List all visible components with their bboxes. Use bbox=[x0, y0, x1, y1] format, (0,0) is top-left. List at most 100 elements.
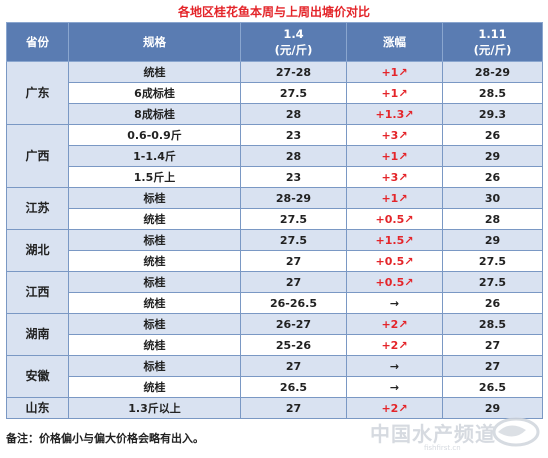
change-cell: → bbox=[346, 376, 443, 398]
price-week1-cell: 23 bbox=[240, 124, 347, 146]
province-cell: 江苏 bbox=[6, 187, 69, 230]
table-row: 湖南 标桂 26-27 +2↗ 28.5 bbox=[6, 313, 543, 356]
table-row: 江西 标桂 27 +0.5↗ 27.5 bbox=[6, 271, 543, 314]
spec-cell: 6成标桂 bbox=[68, 82, 241, 104]
change-cell: +3↗ bbox=[346, 166, 443, 188]
table-row: 山东 1.3斤以上 27 +2↗ 29 bbox=[6, 397, 543, 419]
table-row: 6成标桂 27.5 +1↗ 28.5 bbox=[7, 82, 543, 104]
change-cell: +1↗ bbox=[346, 187, 443, 209]
table-row: 统桂 27.5 +0.5↗ 28 bbox=[7, 208, 543, 230]
province-cell: 广西 bbox=[6, 124, 69, 188]
province-cell: 安徽 bbox=[6, 355, 69, 398]
spec-cell: 标桂 bbox=[68, 271, 241, 293]
province-cell: 山东 bbox=[6, 397, 69, 419]
header-date1: 1.4 (元/斤) bbox=[240, 22, 347, 62]
header-change: 涨幅 bbox=[346, 22, 443, 62]
price-week1-cell: 27 bbox=[240, 355, 347, 377]
table-row: 统桂 26-26.5 → 26 bbox=[7, 292, 543, 314]
province-cell: 广东 bbox=[6, 61, 69, 125]
table-row: 湖北 标桂 27.5 +1.5↗ 29 bbox=[6, 229, 543, 272]
price-week2-cell: 26 bbox=[442, 166, 543, 188]
spec-cell: 8成标桂 bbox=[68, 103, 241, 125]
price-week1-cell: 27 bbox=[240, 250, 347, 272]
table-row: 1.5斤上 23 +3↗ 26 bbox=[7, 166, 543, 188]
price-week2-cell: 26.5 bbox=[442, 376, 543, 398]
change-cell: +1↗ bbox=[346, 82, 443, 104]
change-cell: → bbox=[346, 355, 443, 377]
price-week2-cell: 28-29 bbox=[442, 61, 543, 83]
price-table: 省份 规格 1.4 (元/斤) 涨幅 1.11 (元/斤) 广东 统桂 27-28 +1↗… bbox=[6, 22, 543, 419]
province-cell: 江西 bbox=[6, 271, 69, 314]
table-row: 统桂 26.5 → 26.5 bbox=[7, 376, 543, 398]
price-week2-cell: 29 bbox=[442, 145, 543, 167]
price-week2-cell: 27 bbox=[442, 334, 543, 356]
price-week2-cell: 27.5 bbox=[442, 250, 543, 272]
price-week1-cell: 27-28 bbox=[240, 61, 347, 83]
table-row: 广西 0.6-0.9斤 23 +3↗ 26 bbox=[6, 124, 543, 188]
table-row: 江苏 标桂 28-29 +1↗ 30 bbox=[6, 187, 543, 230]
table-header-row: 省份 规格 1.4 (元/斤) 涨幅 1.11 (元/斤) bbox=[6, 22, 543, 62]
price-week1-cell: 27 bbox=[240, 271, 347, 293]
table-row: 1-1.4斤 28 +1↗ 29 bbox=[7, 145, 543, 167]
header-spec: 规格 bbox=[68, 22, 241, 62]
price-week2-cell: 29 bbox=[442, 397, 543, 419]
price-week2-cell: 28.5 bbox=[442, 82, 543, 104]
table-row: 8成标桂 28 +1.3↗ 29.3 bbox=[7, 103, 543, 125]
spec-cell: 0.6-0.9斤 bbox=[68, 124, 241, 146]
price-week2-cell: 27 bbox=[442, 355, 543, 377]
change-cell: +2↗ bbox=[346, 313, 443, 335]
page-title: 各地区桂花鱼本周与上周出塘价对比 bbox=[177, 5, 370, 19]
watermark-url: fishfirst.cn bbox=[424, 444, 461, 452]
change-cell: +1↗ bbox=[346, 145, 443, 167]
price-week2-cell: 26 bbox=[442, 292, 543, 314]
price-week1-cell: 26-27 bbox=[240, 313, 347, 335]
spec-cell: 统桂 bbox=[68, 376, 241, 398]
watermark-text: 中国水产频道 bbox=[370, 422, 496, 446]
table-row: 广东 统桂 27-28 +1↗ 28-29 bbox=[6, 61, 543, 125]
change-cell: +2↗ bbox=[346, 334, 443, 356]
spec-cell: 统桂 bbox=[68, 292, 241, 314]
spec-cell: 1-1.4斤 bbox=[68, 145, 241, 167]
price-week2-cell: 26 bbox=[442, 124, 543, 146]
change-cell: +0.5↗ bbox=[346, 208, 443, 230]
spec-cell: 标桂 bbox=[68, 187, 241, 209]
fish-logo-icon bbox=[492, 417, 540, 447]
spec-cell: 标桂 bbox=[68, 355, 241, 377]
price-week1-cell: 23 bbox=[240, 166, 347, 188]
change-cell: +1↗ bbox=[346, 61, 443, 83]
spec-cell: 1.5斤上 bbox=[68, 166, 241, 188]
price-week2-cell: 30 bbox=[442, 187, 543, 209]
price-week1-cell: 27.5 bbox=[240, 82, 347, 104]
spec-cell: 统桂 bbox=[68, 250, 241, 272]
spec-cell: 统桂 bbox=[68, 334, 241, 356]
watermark: 中国水产频道 fishfirst.cn bbox=[368, 417, 544, 454]
price-week2-cell: 29 bbox=[442, 229, 543, 251]
spec-cell: 统桂 bbox=[68, 61, 241, 83]
change-cell: +1.5↗ bbox=[346, 229, 443, 251]
price-week1-cell: 25-26 bbox=[240, 334, 347, 356]
price-week1-cell: 27 bbox=[240, 397, 347, 419]
table-row: 统桂 27 +0.5↗ 27.5 bbox=[7, 250, 543, 272]
footnote: 备注：价格偏小与偏大价格会略有出入。 bbox=[6, 432, 204, 445]
change-cell: → bbox=[346, 292, 443, 314]
table-row: 安徽 标桂 27 → 27 bbox=[6, 355, 543, 398]
price-week1-cell: 27.5 bbox=[240, 229, 347, 251]
change-cell: +3↗ bbox=[346, 124, 443, 146]
price-week1-cell: 28 bbox=[240, 103, 347, 125]
spec-cell: 标桂 bbox=[68, 313, 241, 335]
header-date2: 1.11 (元/斤) bbox=[442, 22, 543, 62]
change-cell: +1.3↗ bbox=[346, 103, 443, 125]
province-cell: 湖北 bbox=[6, 229, 69, 272]
price-week1-cell: 27.5 bbox=[240, 208, 347, 230]
change-cell: +0.5↗ bbox=[346, 250, 443, 272]
table-row: 统桂 25-26 +2↗ 27 bbox=[7, 334, 543, 356]
change-cell: +2↗ bbox=[346, 397, 443, 419]
price-week1-cell: 28 bbox=[240, 145, 347, 167]
price-week1-cell: 26-26.5 bbox=[240, 292, 347, 314]
price-week2-cell: 28 bbox=[442, 208, 543, 230]
header-province: 省份 bbox=[6, 22, 69, 62]
change-cell: +0.5↗ bbox=[346, 271, 443, 293]
price-week2-cell: 27.5 bbox=[442, 271, 543, 293]
spec-cell: 1.3斤以上 bbox=[68, 397, 241, 419]
spec-cell: 统桂 bbox=[68, 208, 241, 230]
